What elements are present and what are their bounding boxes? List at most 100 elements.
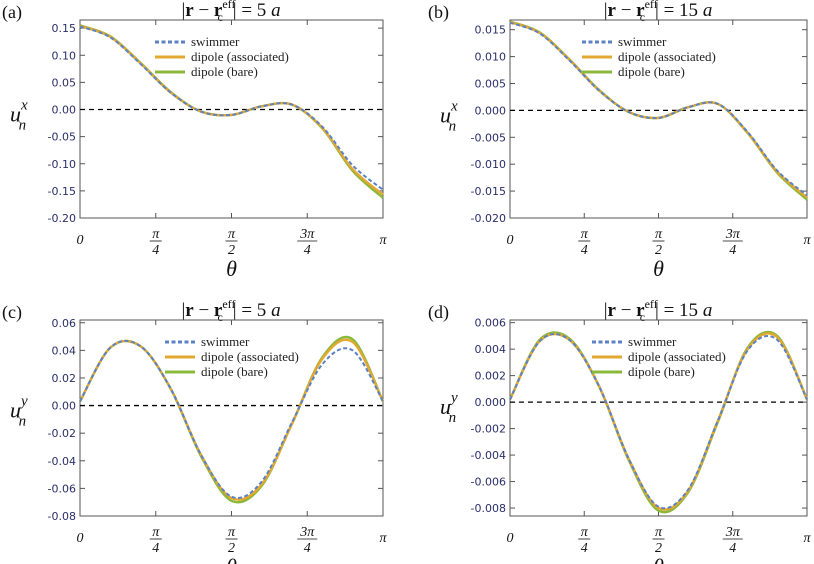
x-tick-label: 0 (77, 233, 84, 248)
x-tick-label: 3π4 (722, 525, 743, 556)
svg-text:4: 4 (729, 541, 736, 556)
series-line-swimmer (79, 25, 384, 191)
y-tick-label: 0.00 (52, 104, 77, 117)
legend-label: dipole (bare) (191, 64, 258, 79)
svg-text:π: π (152, 227, 160, 242)
y-tick-label: -0.020 (471, 212, 506, 225)
panel-title: |r − reff c | = 15 a (604, 0, 713, 24)
x-tick-label: π4 (149, 525, 162, 556)
panel-b: (b) |r − reff c | = 15 a 0.015 0.010 0.005 0.00… (428, 0, 811, 281)
x-tick-label: π (379, 531, 387, 546)
svg-text:2: 2 (228, 541, 235, 556)
svg-text:3π: 3π (725, 227, 741, 242)
svg-text:3π: 3π (299, 525, 315, 540)
x-tick-label: π4 (578, 227, 591, 258)
svg-text:3π: 3π (299, 227, 315, 242)
y-tick-label: 0.015 (475, 24, 507, 37)
y-tick-label: -0.05 (48, 131, 76, 144)
y-tick-label: 0.15 (52, 22, 77, 35)
panel-label: (c) (2, 302, 22, 323)
y-tick-label: -0.005 (471, 131, 506, 144)
legend-label: swimmer (628, 334, 677, 349)
panel-a: (a) |r − reff c | = 5 a 0.15 0.10 0.05 0.00 -0.0… (2, 0, 387, 281)
x-tick-label: π2 (652, 227, 665, 258)
x-axis-label: θ (226, 256, 237, 281)
y-tick-label: -0.008 (471, 502, 506, 515)
svg-text:π: π (581, 525, 589, 540)
svg-text:π: π (152, 525, 160, 540)
svg-text:3π: 3π (725, 525, 741, 540)
panel-c: (c) |r − reff c | = 5 a 0.06 0.04 0.02 0.00 -0.0… (2, 297, 387, 564)
svg-text:π: π (228, 525, 236, 540)
svg-text:π: π (581, 227, 589, 242)
panel-label: (d) (428, 302, 449, 323)
y-tick-label: 0.00 (52, 400, 77, 413)
x-tick-label: π2 (225, 227, 238, 258)
y-tick-label: -0.06 (48, 482, 76, 495)
legend-label: swimmer (191, 34, 240, 49)
legend-label: dipole (associated) (618, 49, 716, 64)
y-tick-label: 0.010 (475, 51, 507, 64)
svg-text:π: π (655, 227, 663, 242)
y-tick-label: -0.006 (471, 476, 506, 489)
y-tick-label: 0.10 (52, 49, 77, 62)
y-tick-label: -0.08 (48, 510, 76, 523)
svg-text:4: 4 (581, 541, 588, 556)
x-tick-label: π2 (652, 525, 665, 556)
svg-text:4: 4 (729, 243, 736, 258)
y-tick-label: -0.002 (471, 423, 506, 436)
panel-title: |r − reff c | = 5 a (181, 297, 280, 324)
legend-label: dipole (associated) (201, 349, 299, 364)
y-axis-label: uy n (440, 390, 458, 426)
x-tick-label: 3π4 (722, 227, 743, 258)
panel-label: (a) (2, 2, 22, 23)
y-tick-label: 0.000 (475, 104, 507, 117)
y-tick-label: -0.02 (48, 427, 76, 440)
y-tick-label: -0.10 (48, 158, 76, 171)
svg-text:π: π (655, 525, 663, 540)
panel-d: (d) |r − reff c | = 15 a 0.006 0.004 0.002 0.00… (428, 297, 811, 564)
y-axis-label: uy n (10, 394, 28, 430)
legend-label: dipole (associated) (191, 49, 289, 64)
svg-text:4: 4 (152, 541, 159, 556)
panel-title: |r − reff c | = 15 a (604, 297, 713, 324)
svg-text:4: 4 (304, 243, 311, 258)
y-tick-label: -0.04 (48, 455, 76, 468)
series-line-swimmer (509, 332, 808, 510)
legend-label: dipole (bare) (201, 364, 268, 379)
y-tick-label: 0.002 (475, 370, 507, 383)
x-axis-label: θ (653, 554, 664, 564)
x-tick-label: π4 (578, 525, 591, 556)
y-tick-label: -0.004 (471, 449, 506, 462)
y-tick-label: 0.005 (475, 77, 507, 90)
y-tick-label: 0.05 (52, 76, 77, 89)
svg-text:4: 4 (581, 243, 588, 258)
x-tick-label: π (379, 233, 387, 248)
x-tick-label: 0 (77, 531, 84, 546)
x-tick-label: 0 (507, 531, 514, 546)
y-tick-label: -0.15 (48, 185, 76, 198)
svg-text:π: π (228, 227, 236, 242)
x-tick-label: π (803, 233, 811, 248)
x-tick-label: 0 (507, 233, 514, 248)
y-tick-label: 0.004 (475, 343, 507, 356)
y-tick-label: 0.006 (475, 317, 507, 330)
y-tick-label: 0.000 (475, 396, 507, 409)
svg-text:2: 2 (228, 243, 235, 258)
y-tick-label: 0.06 (52, 317, 77, 330)
svg-text:2: 2 (655, 541, 662, 556)
panel-title: |r − reff c | = 5 a (181, 0, 280, 24)
legend-label: dipole (associated) (628, 349, 726, 364)
legend-label: dipole (bare) (628, 364, 695, 379)
y-tick-label: -0.010 (471, 158, 506, 171)
x-tick-label: π (803, 531, 811, 546)
legend-label: dipole (bare) (618, 64, 685, 79)
series-line-swimmer (509, 21, 808, 197)
y-tick-label: -0.015 (471, 185, 506, 198)
series-line-swimmer (79, 339, 384, 499)
y-axis-label: ux n (440, 98, 458, 134)
panel-label: (b) (428, 2, 449, 23)
y-tick-label: 0.02 (52, 372, 77, 385)
x-tick-label: 3π4 (297, 525, 318, 556)
